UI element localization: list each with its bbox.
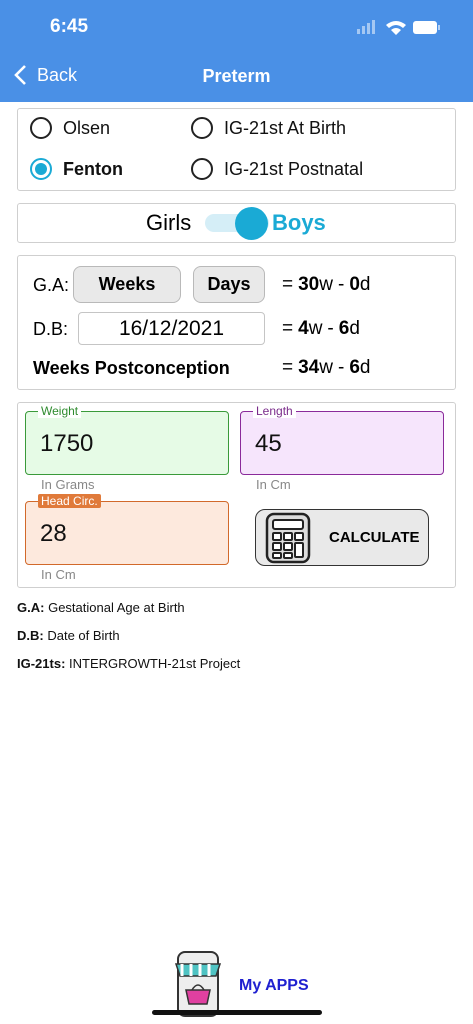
ga-result: = 30w -0d bbox=[282, 274, 370, 296]
result-part: w bbox=[308, 318, 323, 339]
option-label[interactable]: Olsen bbox=[63, 118, 111, 138]
note: G.A: Gestational Age at Birth bbox=[17, 600, 185, 615]
result-part: 4 bbox=[298, 318, 309, 339]
note-text: INTERGROWTH-21st Project bbox=[69, 656, 241, 671]
pc-label: Weeks Postconception bbox=[33, 358, 230, 378]
field-label: Head Circ. bbox=[38, 494, 101, 508]
calculate-label: CALCULATE bbox=[329, 529, 420, 546]
result-part: 34 bbox=[298, 357, 320, 378]
result-part: - bbox=[337, 274, 345, 295]
option-label[interactable]: IG-21st Postnatal bbox=[224, 159, 364, 179]
home-indicator bbox=[152, 1010, 322, 1015]
boys-label: Boys bbox=[272, 210, 326, 235]
age-box bbox=[17, 255, 456, 390]
db-result: = 4w -6d bbox=[282, 318, 360, 340]
head-field[interactable]: Head Circ. 28 bbox=[25, 494, 229, 565]
result-part: - bbox=[337, 357, 345, 378]
db-label: D.B: bbox=[33, 319, 69, 339]
note: D.B: Date of Birth bbox=[17, 628, 120, 643]
note-term: D.B: bbox=[17, 628, 44, 643]
result-part: 30 bbox=[298, 274, 320, 295]
field-label: Weight bbox=[38, 404, 82, 418]
weight-field[interactable]: Weight 1750 bbox=[25, 404, 229, 475]
sex-box bbox=[17, 203, 456, 243]
result-part: = bbox=[282, 318, 294, 339]
result-part: d bbox=[359, 357, 371, 378]
weeks-button[interactable]: Weeks bbox=[73, 266, 181, 303]
result-part: = bbox=[282, 357, 294, 378]
calculate-button[interactable]: CALCULATE bbox=[255, 509, 429, 566]
field-unit: In Cm bbox=[256, 477, 291, 492]
back-button[interactable]: Back bbox=[13, 64, 77, 86]
field-label: Length bbox=[253, 404, 296, 418]
girls-label: Girls bbox=[146, 210, 192, 235]
radio[interactable] bbox=[30, 117, 52, 139]
status-time: 6:45 bbox=[50, 16, 89, 37]
result-part: - bbox=[327, 318, 334, 339]
result-part: 0 bbox=[349, 274, 360, 295]
field-unit: In Grams bbox=[41, 477, 95, 492]
result-part: 6 bbox=[349, 357, 360, 378]
result-part: d bbox=[359, 274, 371, 295]
radio-selected[interactable] bbox=[30, 158, 52, 180]
result-part: w bbox=[319, 274, 333, 295]
radio[interactable] bbox=[191, 158, 213, 180]
status-icons bbox=[357, 20, 440, 35]
days-button[interactable]: Days bbox=[193, 266, 265, 303]
date-input[interactable]: 16/12/2021 bbox=[78, 312, 265, 345]
note-text: Gestational Age at Birth bbox=[48, 600, 185, 615]
chart-options-box bbox=[17, 108, 456, 191]
apps-icon[interactable] bbox=[172, 950, 224, 1020]
note: IG-21ts: INTERGROWTH-21st Project bbox=[17, 656, 240, 671]
option-label[interactable]: IG-21st At Birth bbox=[224, 118, 347, 138]
result-part: 6 bbox=[338, 318, 350, 339]
note-term: G.A: bbox=[17, 600, 45, 615]
ga-label: G.A: bbox=[33, 275, 70, 295]
field-value: 28 bbox=[40, 520, 67, 547]
pc-result: = 34w -6d bbox=[282, 357, 370, 379]
back-label: Back bbox=[37, 64, 78, 85]
length-field[interactable]: Length 45 bbox=[240, 404, 444, 475]
toggle-knob[interactable] bbox=[235, 207, 268, 240]
calculator-icon bbox=[265, 512, 311, 564]
field-value: 45 bbox=[255, 430, 282, 457]
nav-title: Preterm bbox=[202, 66, 271, 86]
field-unit: In Cm bbox=[41, 567, 76, 582]
result-part: = bbox=[282, 274, 294, 295]
back-chevron bbox=[14, 65, 26, 85]
result-part: w bbox=[319, 357, 333, 378]
radio[interactable] bbox=[191, 117, 213, 139]
measure-box bbox=[17, 402, 456, 588]
note-term: IG-21ts: bbox=[17, 656, 66, 671]
result-part: d bbox=[349, 318, 360, 339]
my-apps-label[interactable]: My APPS bbox=[239, 977, 309, 994]
header-bar bbox=[0, 0, 473, 102]
option-label[interactable]: Fenton bbox=[63, 159, 123, 179]
note-text: Date of Birth bbox=[47, 628, 120, 643]
field-value: 1750 bbox=[40, 430, 94, 457]
